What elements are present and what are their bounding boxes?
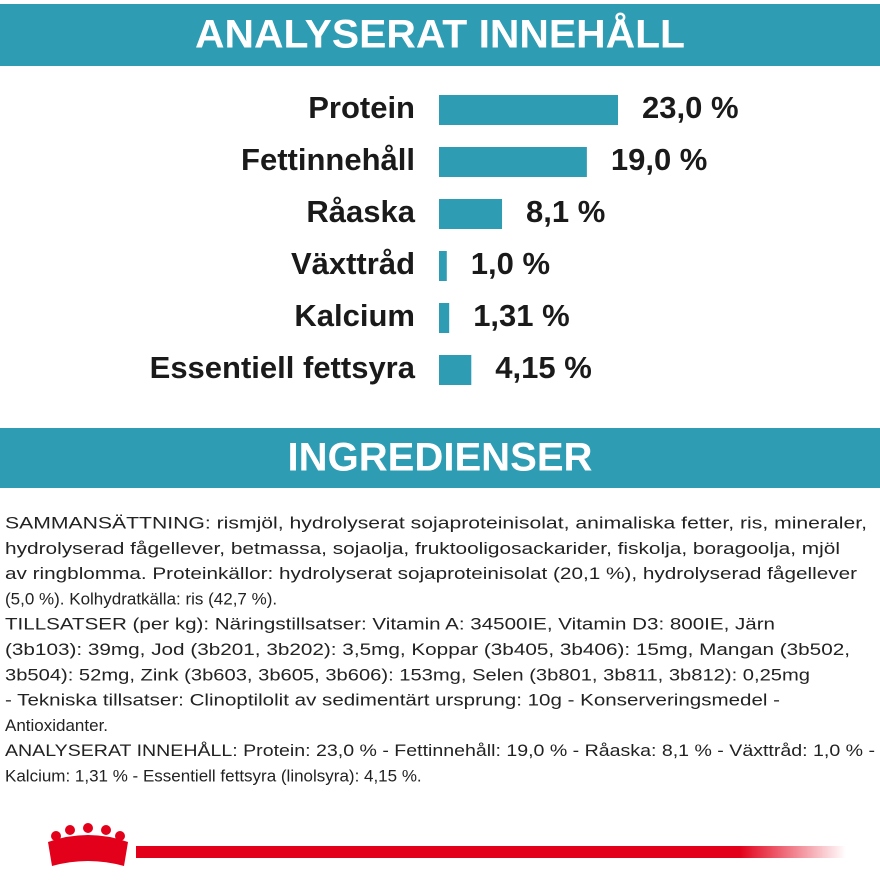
ingredient-line: ANALYSERAT INNEHÅLL: Protein: 23,0 % - F… — [5, 741, 875, 760]
bar — [439, 355, 472, 385]
category-label: Essentiell fettsyra — [150, 350, 416, 385]
value-label: 1,0 % — [471, 246, 550, 281]
ingredient-line: (5,0 %). Kolhydratkälla: ris (42,7 %). — [5, 589, 277, 608]
ingredient-line: Kalcium: 1,31 % - Essentiell fettsyra (l… — [5, 766, 422, 785]
value-label: 4,15 % — [495, 350, 592, 385]
category-label: Kalcium — [294, 298, 415, 333]
footer-line — [136, 846, 846, 858]
bar — [439, 95, 618, 125]
ingredient-line: (3b103): 39mg, Jod (3b201, 3b202): 3,5mg… — [5, 640, 850, 659]
logo — [48, 823, 128, 866]
value-label: 23,0 % — [642, 90, 739, 125]
ingredient-line: TILLSATSER (per kg): Näringstillsatser: … — [5, 615, 775, 634]
category-label: Protein — [308, 90, 415, 125]
chart-title: ANALYSERAT INNEHÅLL — [195, 12, 685, 57]
section-title: INGREDIENSER — [288, 436, 593, 480]
bar — [439, 147, 587, 177]
ingredient-line: 3b504): 52mg, Zink (3b603, 3b605, 3b606)… — [5, 665, 810, 684]
category-label: Fettinnehåll — [241, 142, 415, 177]
ingredient-line: - Tekniska tillsatser: Clinoptilolit av … — [5, 691, 780, 710]
ingredient-line: hydrolyserad fågellever, betmassa, sojao… — [5, 539, 840, 558]
header-band — [0, 428, 880, 488]
ingredient-line: Antioxidanter. — [5, 716, 108, 735]
bar — [439, 199, 503, 229]
bar — [439, 251, 447, 281]
bar — [439, 303, 450, 333]
value-label: 19,0 % — [611, 142, 708, 177]
ingredient-line: SAMMANSÄTTNING: rismjöl, hydrolyserat so… — [5, 513, 867, 532]
header-band — [0, 4, 880, 66]
category-label: Råaska — [306, 194, 415, 229]
category-label: Växttråd — [291, 246, 415, 281]
ingredient-line: av ringblomma. Proteinkällor: hydrolyser… — [5, 564, 857, 583]
value-label: 1,31 % — [473, 298, 570, 333]
value-label: 8,1 % — [526, 194, 605, 229]
